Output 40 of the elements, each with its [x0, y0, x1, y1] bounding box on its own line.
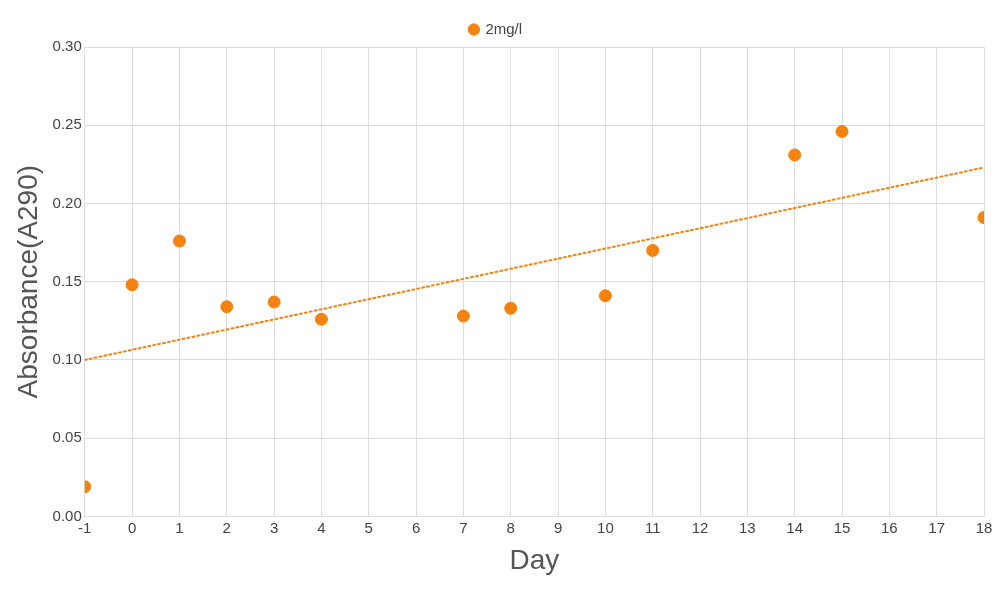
x-tick-label: 3 [269, 518, 279, 536]
point [598, 289, 612, 303]
x-tick-label: 16 [881, 518, 898, 536]
x-tick-label: 6 [411, 518, 421, 536]
point [646, 243, 660, 257]
point [504, 301, 518, 315]
x-tick-label: 18 [975, 518, 993, 536]
legend-label: 2mg/l [485, 19, 523, 37]
y-tick-label: 0.10 [52, 350, 82, 368]
x-tick-label: 11 [644, 518, 661, 536]
y-tick-label: 0.25 [52, 115, 82, 133]
x-tick-label: 2 [222, 518, 231, 536]
x-tick-label: 15 [833, 518, 851, 536]
x-tick-label: 17 [928, 518, 946, 536]
x-tick-label: 10 [597, 518, 614, 536]
x-tick-label: 13 [739, 518, 756, 536]
point [172, 234, 186, 248]
x-tick-label: 9 [553, 518, 563, 536]
point [125, 278, 139, 292]
point [835, 124, 849, 138]
y-axis-title: Absorbance(A290) [11, 164, 43, 399]
point [456, 309, 470, 323]
point [788, 148, 802, 162]
x-tick-label: 1 [175, 518, 184, 536]
x-tick-label: 7 [459, 518, 468, 536]
point [220, 300, 234, 314]
x-tick-label: 8 [506, 518, 515, 536]
point [267, 295, 281, 309]
x-tick-label: 5 [364, 518, 373, 536]
x-tick-label: 14 [786, 518, 804, 536]
point [314, 312, 328, 326]
x-tick-label: 0 [127, 518, 137, 536]
y-tick-label: 0.20 [52, 193, 82, 211]
x-axis-title: Day [509, 543, 560, 575]
y-tick-label: 0.30 [52, 37, 82, 55]
y-tick-label: 0.05 [52, 428, 82, 446]
y-tick-label: 0.15 [52, 271, 82, 289]
y-tick-label: 0.00 [52, 506, 82, 524]
x-tick-label: 4 [317, 518, 326, 536]
x-tick-label: 12 [691, 518, 709, 536]
